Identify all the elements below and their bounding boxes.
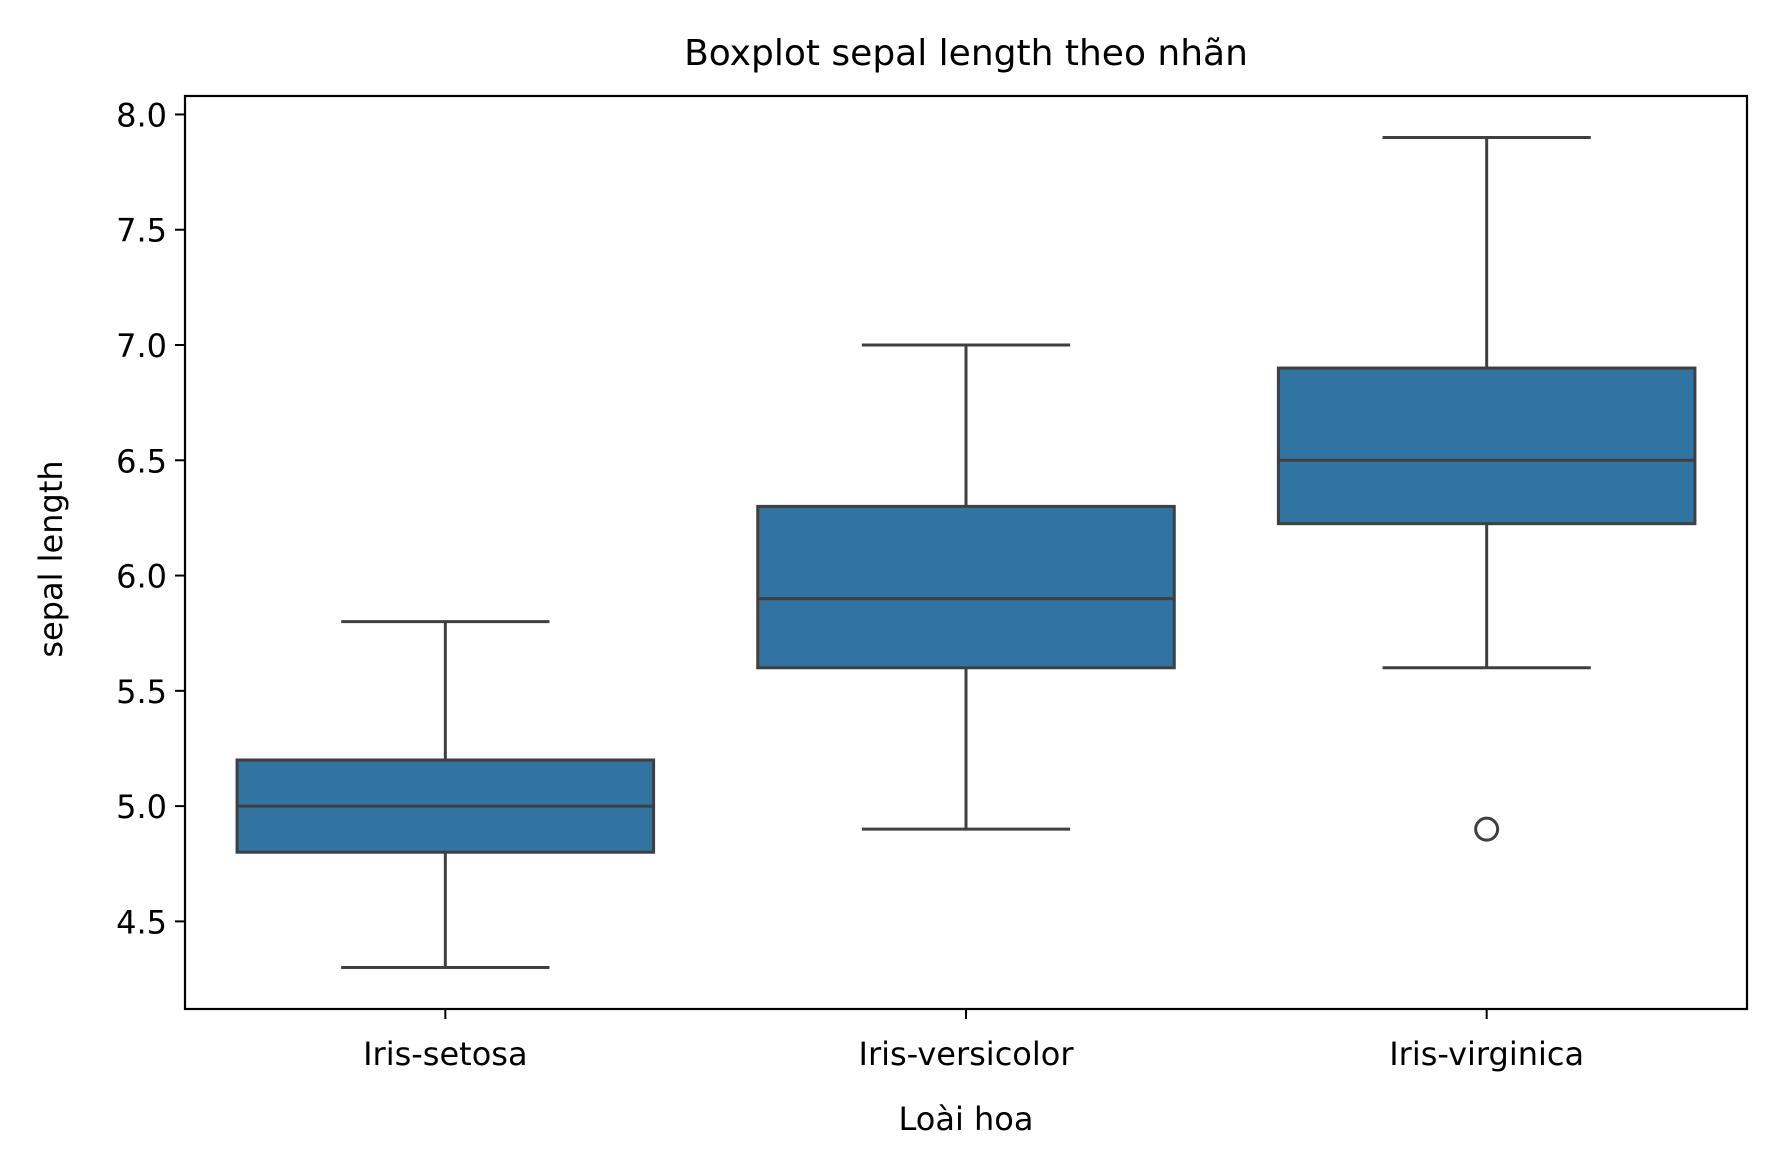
plot-area: 4.5 5.0 5.5 6.0 6.5 7.0 7.5 8.0 Iris-setosa Iris-… — [116, 94, 1749, 1073]
x-tick-label: Iris-versicolor — [859, 1035, 1075, 1073]
y-tick-label: 8.0 — [116, 96, 167, 134]
chart-title: Boxplot sepal length theo nhãn — [684, 33, 1248, 74]
y-tick-label: 6.5 — [116, 442, 167, 480]
y-tick-label: 5.5 — [116, 673, 167, 711]
y-tick-label: 7.5 — [116, 212, 167, 250]
box-iris-virginica — [1276, 366, 1697, 526]
y-tick-label: 5.0 — [116, 788, 167, 826]
outlier-point-iris-virginica — [1474, 816, 1500, 842]
y-tick-label: 4.5 — [116, 903, 167, 941]
y-tick-label: 6.0 — [116, 558, 167, 596]
x-tick-label: Iris-virginica — [1389, 1035, 1584, 1073]
y-tick-label: 7.0 — [116, 327, 167, 365]
y-axis-label: sepal length — [32, 460, 70, 657]
x-tick-label: Iris-setosa — [363, 1035, 527, 1073]
x-axis-label: Loài hoa — [899, 1100, 1034, 1138]
box-iris-versicolor — [756, 504, 1176, 670]
